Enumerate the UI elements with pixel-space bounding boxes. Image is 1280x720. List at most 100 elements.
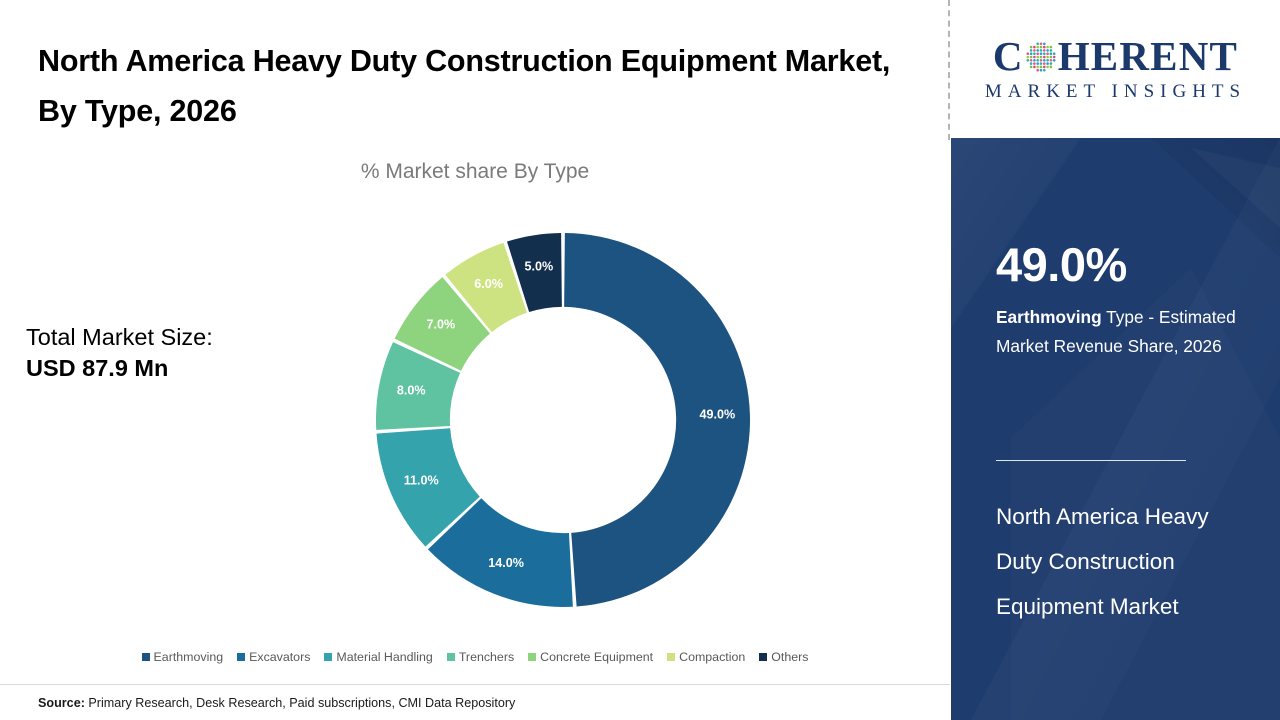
globe-dot xyxy=(1046,52,1049,55)
sidebar-horizontal-rule xyxy=(996,460,1186,461)
globe-dot xyxy=(1039,65,1043,69)
legend-item[interactable]: Concrete Equipment xyxy=(528,650,653,664)
globe-dot xyxy=(1046,59,1049,62)
globe-dot xyxy=(1046,45,1049,49)
globe-dot xyxy=(1032,55,1036,59)
total-market-size-value: USD 87.9 Mn xyxy=(26,355,169,382)
globe-dot xyxy=(1029,65,1033,69)
donut-slice xyxy=(376,428,480,547)
chart-panel: North America Heavy Duty Construction Eq… xyxy=(0,44,950,720)
logo-word-part-1: C xyxy=(992,32,1024,79)
globe-dot xyxy=(1036,52,1039,55)
globe-dot xyxy=(1042,49,1046,52)
source-body: Primary Research, Desk Research, Paid su… xyxy=(84,695,516,710)
legend-item[interactable]: Material Handling xyxy=(324,650,433,664)
globe-dot xyxy=(1046,49,1049,52)
globe-dot xyxy=(1036,55,1039,59)
donut-slice-labels: 49.0% 14.0% 11.0% 8.0% 7.0% 6.0% 5.0% xyxy=(397,260,735,570)
legend-swatch-icon xyxy=(528,653,537,661)
stat-description: Earthmoving Type - Estimated Market Reve… xyxy=(996,303,1246,360)
globe-dot xyxy=(1049,65,1052,69)
globe-dot xyxy=(1039,49,1043,52)
globe-dot xyxy=(1032,52,1036,55)
globe-dot xyxy=(1042,68,1046,72)
donut-chart-svg: 49.0% 14.0% 11.0% 8.0% 7.0% 6.0% 5.0% xyxy=(376,233,750,607)
legend-item-label: Material Handling xyxy=(336,650,433,664)
legend-swatch-icon xyxy=(237,653,246,661)
legend-swatch-icon xyxy=(667,653,676,661)
globe-dot xyxy=(1029,45,1033,49)
logo-wordmark: C HERENT xyxy=(992,32,1238,79)
source-text: Source: Primary Research, Desk Research,… xyxy=(38,696,515,710)
source-prefix: Source: xyxy=(38,695,85,710)
globe-dot xyxy=(1039,42,1043,46)
donut-slice-label: 7.0% xyxy=(427,318,456,332)
globe-dot xyxy=(1029,62,1033,65)
donut-slice xyxy=(394,277,491,371)
sidebar-stat-panel: 49.0% Earthmoving Type - Estimated Marke… xyxy=(951,138,1280,720)
globe-dot xyxy=(1049,62,1052,65)
globe-dot xyxy=(1049,45,1052,49)
donut-slice-label: 8.0% xyxy=(397,383,426,397)
legend-item-label: Trenchers xyxy=(458,650,515,664)
globe-dot xyxy=(1046,62,1049,65)
donut-slice xyxy=(564,233,750,607)
globe-dot xyxy=(1039,45,1043,49)
globe-dot xyxy=(1036,62,1039,65)
globe-dot xyxy=(1042,55,1046,59)
globe-dot xyxy=(1042,65,1046,69)
legend-swatch-icon xyxy=(324,653,333,661)
globe-dot xyxy=(1036,59,1039,62)
globe-dot xyxy=(1046,55,1049,59)
company-logo: C HERENT MARKET INSIGHTS xyxy=(951,0,1280,138)
page-title: North America Heavy Duty Construction Eq… xyxy=(38,44,891,128)
globe-dot xyxy=(1042,42,1046,46)
globe-dot xyxy=(1042,62,1046,65)
donut-slice-label: 6.0% xyxy=(474,277,503,291)
stat-description-rest: Type - Estimated Market Revenue Share, 2… xyxy=(996,307,1236,356)
globe-dot xyxy=(1036,49,1039,52)
donut-slice xyxy=(376,342,461,430)
donut-slice-label: 11.0% xyxy=(404,474,439,488)
logo-tagline: MARKET INSIGHTS xyxy=(984,80,1247,102)
globe-dot xyxy=(1039,55,1043,59)
globe-dot xyxy=(1032,65,1036,69)
chart-subtitle: % Market share By Type xyxy=(360,160,590,183)
brand-sidebar: C HERENT MARKET INSIGHTS xyxy=(948,0,1280,720)
stat-percentage: 49.0% xyxy=(996,238,1127,291)
legend-item[interactable]: Others xyxy=(759,650,808,664)
globe-dot xyxy=(1026,55,1029,59)
legend-item-label: Others xyxy=(771,650,809,664)
globe-dot xyxy=(1026,59,1029,62)
globe-dot xyxy=(1052,59,1056,62)
globe-dot xyxy=(1032,62,1036,65)
source-footer: Source: Primary Research, Desk Research,… xyxy=(0,684,950,720)
donut-slice xyxy=(427,498,573,607)
globe-dot xyxy=(1049,59,1052,62)
globe-dot xyxy=(1052,55,1056,59)
globe-dot xyxy=(1042,59,1046,62)
globe-dot xyxy=(1039,52,1043,55)
legend-item[interactable]: Excavators xyxy=(237,650,310,664)
globe-dot xyxy=(1032,49,1036,52)
sidebar-market-name: North America Heavy Duty Construction Eq… xyxy=(996,504,1209,619)
legend-item-label: Compaction xyxy=(679,650,746,664)
globe-dot xyxy=(1029,59,1033,62)
globe-dot xyxy=(1039,62,1043,65)
globe-dot xyxy=(1042,45,1046,49)
globe-dot xyxy=(1036,45,1039,49)
legend-item[interactable]: Earthmoving xyxy=(141,650,223,664)
globe-dot xyxy=(1032,59,1036,62)
globe-dot xyxy=(1029,49,1033,52)
donut-slice-label: 14.0% xyxy=(488,556,524,570)
legend-swatch-icon xyxy=(759,653,768,661)
donut-slice-label: 49.0% xyxy=(700,407,736,421)
legend-item[interactable]: Trenchers xyxy=(446,650,515,664)
globe-dot xyxy=(1039,68,1043,72)
donut-slice xyxy=(507,233,562,313)
globe-dot xyxy=(1046,65,1049,69)
legend-item[interactable]: Compaction xyxy=(667,650,745,664)
globe-dot xyxy=(1049,49,1052,52)
total-market-size: Total Market Size: USD 87.9 Mn xyxy=(26,322,326,384)
